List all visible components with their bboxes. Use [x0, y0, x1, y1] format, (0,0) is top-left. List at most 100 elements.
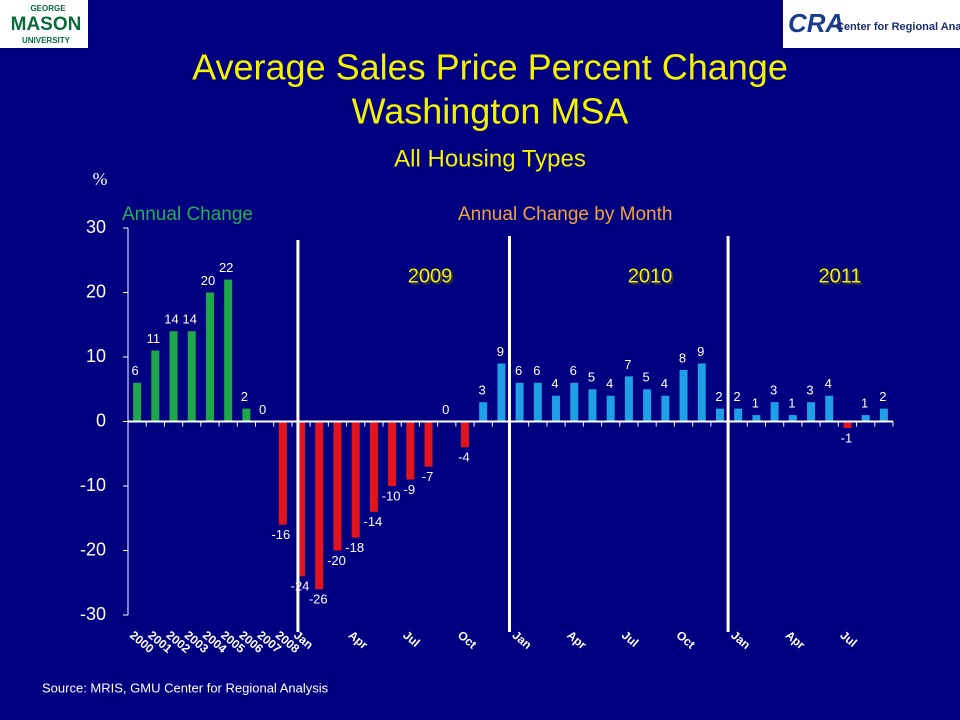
bar — [351, 421, 360, 538]
year-label: 2011 — [818, 265, 861, 287]
bar — [187, 331, 196, 422]
logo-text: Center for Regional Analysis — [836, 21, 960, 33]
data-label: -9 — [404, 482, 416, 497]
bar — [552, 395, 561, 422]
logo-text: CRA — [788, 8, 844, 38]
data-label: -4 — [458, 450, 470, 465]
chart-subtitle: All Housing Types — [394, 145, 586, 172]
bar — [788, 415, 797, 422]
data-label: 14 — [164, 312, 178, 327]
logo-text: MASON — [11, 14, 82, 35]
year-label-shadow: 2009 — [410, 267, 455, 289]
data-label: -26 — [309, 592, 328, 607]
bar — [151, 350, 160, 422]
year-label-shadow: 2010 — [630, 267, 675, 289]
cra-logo — [783, 0, 960, 48]
bar — [406, 421, 415, 480]
logo-text: UNIVERSITY — [22, 36, 71, 45]
bar — [715, 408, 724, 422]
data-label: -7 — [422, 469, 434, 484]
bar — [606, 395, 615, 422]
data-label: 5 — [642, 370, 649, 385]
bar — [843, 421, 852, 428]
data-label: 0 — [259, 402, 266, 417]
bar — [205, 292, 214, 422]
data-label: 4 — [606, 376, 613, 391]
bar — [297, 421, 306, 577]
data-label: 6 — [533, 363, 540, 378]
data-label: 6 — [570, 363, 577, 378]
data-label: 4 — [551, 376, 558, 391]
data-label: 22 — [219, 260, 233, 275]
bar — [661, 395, 670, 422]
data-label: 6 — [131, 363, 138, 378]
chart-title: Average Sales Price Percent Change — [192, 47, 788, 88]
bar — [588, 389, 597, 422]
y-tick-label: -20 — [80, 539, 106, 559]
data-label: 5 — [588, 370, 595, 385]
gmu-logo — [0, 0, 88, 48]
bar — [497, 363, 506, 422]
data-label: -1 — [841, 430, 853, 445]
bar — [697, 363, 706, 422]
y-tick-label: 10 — [86, 346, 106, 366]
data-label: 20 — [201, 273, 215, 288]
data-label: -16 — [271, 527, 290, 542]
bar — [479, 402, 488, 422]
data-label: 4 — [825, 376, 832, 391]
data-label: -18 — [345, 540, 364, 555]
series-header: Annual Change by Month — [458, 204, 672, 225]
bar — [133, 382, 142, 422]
bar — [224, 279, 233, 422]
data-label: 9 — [697, 344, 704, 359]
bar — [242, 408, 251, 422]
bar — [333, 421, 342, 551]
logo-text: GEORGE — [30, 4, 66, 13]
data-label: 6 — [515, 363, 522, 378]
y-tick-label: 20 — [86, 281, 106, 301]
y-tick-label: -10 — [80, 475, 106, 495]
bar — [570, 382, 579, 422]
data-label: 3 — [770, 383, 777, 398]
y-tick-label: 30 — [86, 217, 106, 237]
bar — [315, 421, 324, 590]
data-label: 1 — [752, 395, 759, 410]
data-label: 2 — [241, 389, 248, 404]
source-note: Source: MRIS, GMU Center for Regional An… — [42, 680, 329, 695]
bar — [734, 408, 743, 422]
data-label: -10 — [382, 488, 401, 503]
bar — [679, 369, 688, 422]
bar — [533, 382, 542, 422]
year-label: 2009 — [408, 265, 453, 287]
bar — [879, 408, 888, 422]
data-label: 0 — [442, 402, 449, 417]
data-label: 7 — [624, 357, 631, 372]
bar — [807, 402, 816, 422]
y-axis-label: % — [93, 169, 108, 189]
data-label: 1 — [861, 395, 868, 410]
data-label: 3 — [479, 383, 486, 398]
data-label: 2 — [879, 389, 886, 404]
data-label: -24 — [291, 579, 310, 594]
data-label: -20 — [327, 553, 346, 568]
bar — [369, 421, 378, 512]
series-header: Annual Change — [122, 204, 253, 225]
bar — [643, 389, 652, 422]
bar — [169, 331, 178, 422]
data-label: -14 — [363, 514, 382, 529]
data-label: 8 — [679, 350, 686, 365]
data-label: 2 — [734, 389, 741, 404]
year-label: 2010 — [628, 265, 673, 287]
chart-title: Washington MSA — [352, 91, 629, 132]
y-tick-label: 0 — [96, 410, 106, 430]
y-tick-label: -30 — [80, 604, 106, 624]
bar — [752, 415, 761, 422]
bar — [825, 395, 834, 422]
bar — [388, 421, 397, 486]
data-label: 9 — [497, 344, 504, 359]
bar — [861, 415, 870, 422]
year-label-shadow: 2011 — [820, 267, 863, 289]
bar — [770, 402, 779, 422]
